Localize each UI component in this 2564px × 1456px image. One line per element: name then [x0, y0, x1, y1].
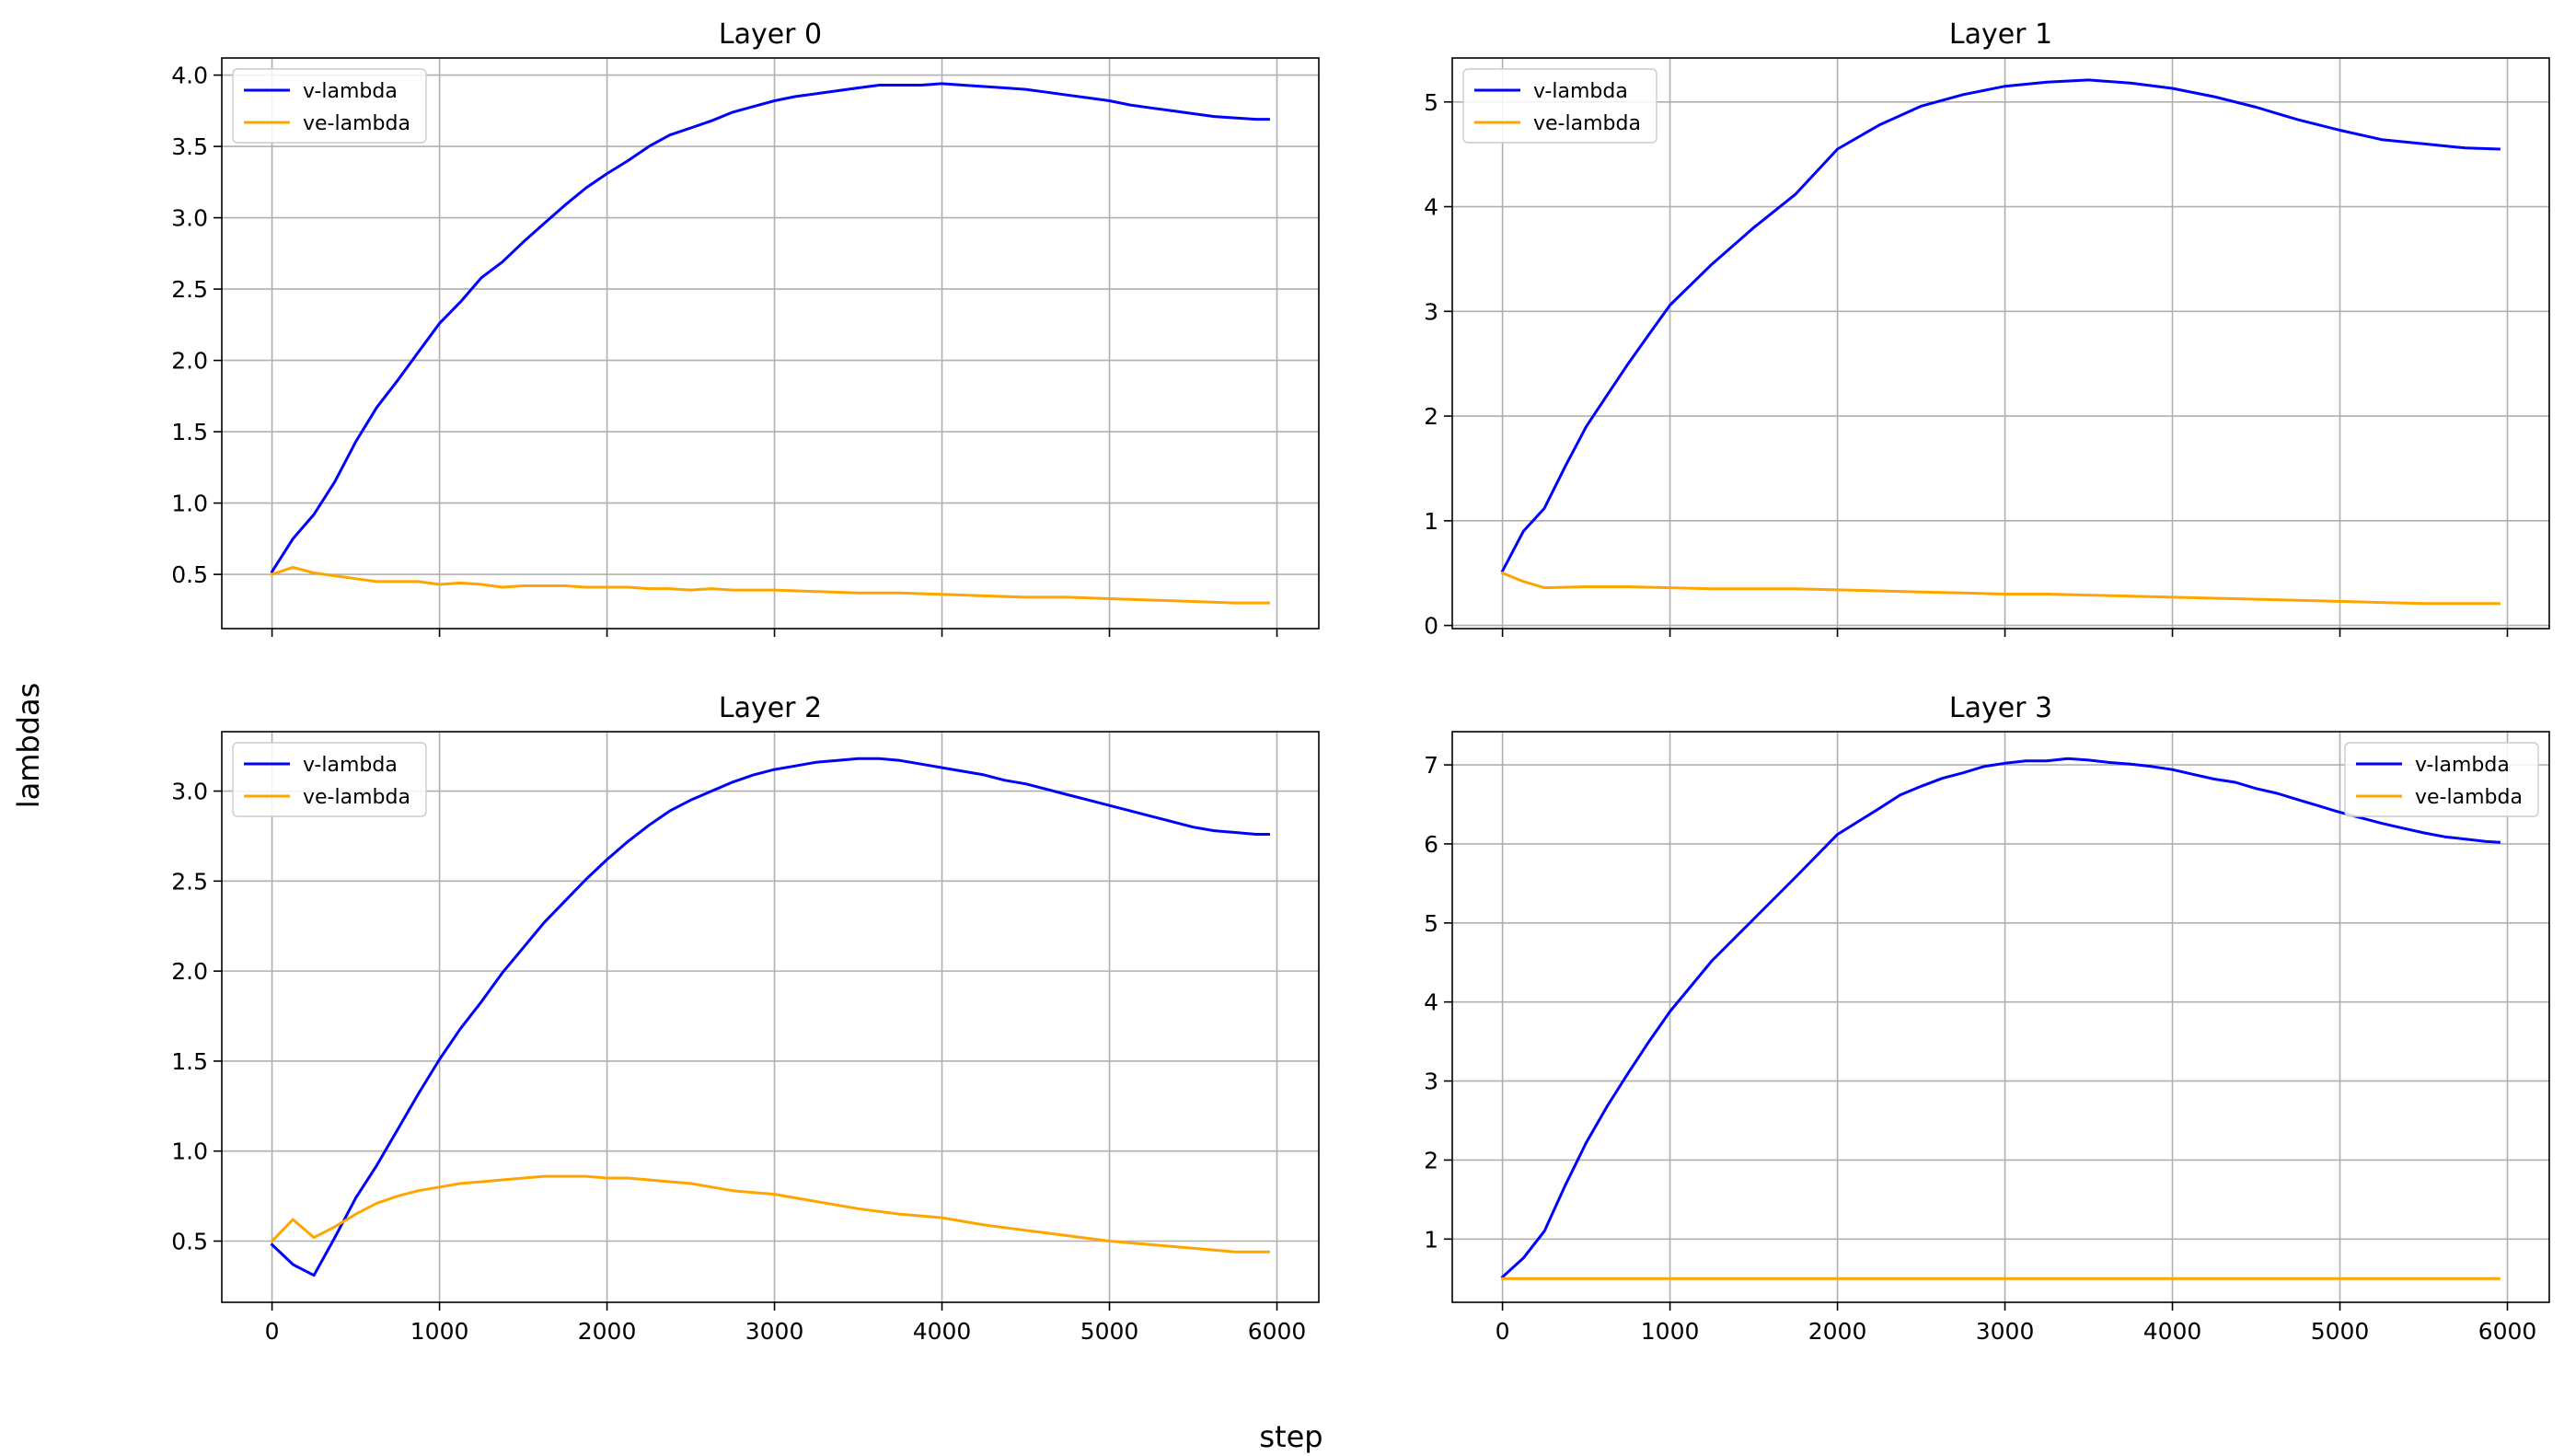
legend: v-lambda ve-lambda — [232, 742, 427, 817]
x-tick-label: 6000 — [2478, 1318, 2537, 1345]
series-line-v-lambda — [270, 82, 1270, 574]
y-tick-label: 2 — [1424, 403, 1438, 430]
y-tick-label: 0.5 — [171, 561, 208, 588]
grid — [222, 732, 1319, 1302]
subplot-layer-3: 0 1000 2000 3000 4000 5000 6000 1 2 3 4 5 6 7 Layer 3 v… — [1424, 692, 2550, 1345]
x-tick-label: 5000 — [2311, 1318, 2370, 1345]
x-tick-label: 3000 — [1976, 1318, 2035, 1345]
legend-label: v-lambda — [303, 80, 398, 103]
y-tick-label: 1.0 — [171, 1138, 208, 1165]
axes-frame — [221, 57, 1320, 630]
y-tick-label: 2.0 — [171, 958, 208, 985]
legend: v-lambda ve-lambda — [2344, 742, 2539, 817]
y-tick-label: 6 — [1424, 831, 1438, 858]
y-tick-label: 5 — [1424, 910, 1438, 937]
y-tick-label: 7 — [1424, 752, 1438, 779]
y-tick-label: 4 — [1424, 194, 1438, 221]
grid — [1452, 732, 2549, 1302]
axes-frame — [221, 731, 1320, 1303]
x-tick-label: 2000 — [578, 1318, 637, 1345]
x-tick-label: 4000 — [2143, 1318, 2202, 1345]
legend-box — [1462, 68, 1657, 144]
y-tick-label: 4.0 — [171, 63, 208, 89]
series-line-ve-lambda — [270, 1174, 1270, 1254]
y-tick-label: 3 — [1424, 298, 1438, 325]
legend: v-lambda ve-lambda — [232, 68, 427, 144]
subplot-title: Layer 1 — [1949, 18, 2052, 51]
legend: v-lambda ve-lambda — [1462, 68, 1657, 144]
legend-label: ve-lambda — [303, 786, 410, 809]
x-tick-label: 1000 — [410, 1318, 469, 1345]
y-tick-label: 3 — [1424, 1069, 1438, 1095]
legend-label: ve-lambda — [303, 112, 410, 135]
y-tick-label: 3.0 — [171, 779, 208, 805]
subplot-title: Layer 3 — [1949, 692, 2052, 724]
legend-box — [2344, 742, 2539, 817]
subplot-layer-1: 0 1 2 3 4 5 Layer 1 v-lambda ve-lambda — [1424, 18, 2550, 640]
x-tick-label: 2000 — [1808, 1318, 1867, 1345]
y-tick-label: 1.5 — [171, 419, 208, 445]
x-tick-label: 0 — [1496, 1318, 1510, 1345]
legend-box — [232, 68, 427, 144]
series-line-v-lambda — [1500, 78, 2500, 573]
x-tick-label: 6000 — [1248, 1318, 1307, 1345]
y-tick-label: 1 — [1424, 508, 1438, 535]
x-tick-label: 5000 — [1080, 1318, 1139, 1345]
x-tick-label: 4000 — [913, 1318, 972, 1345]
legend-box — [232, 742, 427, 817]
legend-label: ve-lambda — [2415, 786, 2523, 809]
y-tick-label: 2 — [1424, 1147, 1438, 1173]
x-tick-label: 1000 — [1641, 1318, 1700, 1345]
axes-frame — [1451, 57, 2550, 630]
subplot-title: Layer 2 — [719, 692, 822, 724]
y-tick-label: 5 — [1424, 89, 1438, 116]
y-tick-label: 1.5 — [171, 1048, 208, 1075]
subplot-layer-2: 0 1000 2000 3000 4000 5000 6000 0.5 1.0 1.5 2.0 2.5… — [171, 692, 1320, 1345]
y-tick-label: 1.0 — [171, 491, 208, 517]
grid — [222, 58, 1319, 629]
series-line-ve-lambda — [1500, 571, 2500, 606]
legend-label: v-lambda — [303, 754, 398, 777]
axes-frame — [1451, 731, 2550, 1303]
figure-ylabel: lambdas — [11, 683, 46, 809]
y-tick-label: 2.5 — [171, 276, 208, 303]
x-tick-label: 3000 — [745, 1318, 804, 1345]
subplot-title: Layer 0 — [719, 18, 822, 51]
x-tick-label: 0 — [265, 1318, 280, 1345]
y-tick-label: 3.0 — [171, 205, 208, 232]
series-line-v-lambda — [270, 757, 1270, 1277]
y-tick-label: 0.5 — [171, 1229, 208, 1255]
figure-xlabel: step — [1259, 1419, 1322, 1454]
y-tick-label: 2.0 — [171, 348, 208, 375]
series-line-ve-lambda — [270, 565, 1270, 605]
y-tick-label: 2.5 — [171, 868, 208, 895]
y-tick-label: 0 — [1424, 613, 1438, 640]
legend-label: v-lambda — [2415, 754, 2510, 777]
legend-label: v-lambda — [1533, 80, 1628, 103]
grid — [1452, 58, 2549, 629]
y-tick-label: 1 — [1424, 1226, 1438, 1253]
y-tick-label: 4 — [1424, 989, 1438, 1016]
y-tick-label: 3.5 — [171, 133, 208, 160]
legend-label: ve-lambda — [1533, 112, 1641, 135]
